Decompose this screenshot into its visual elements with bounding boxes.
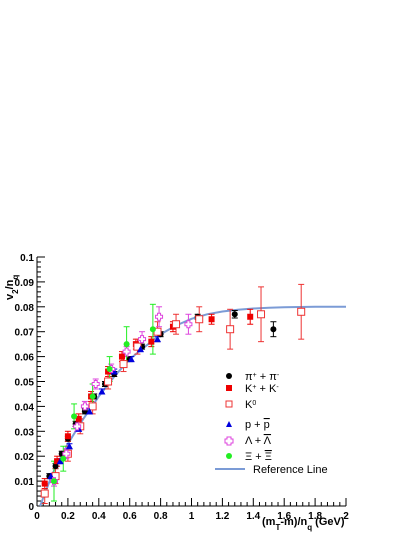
data-point-series-0 — [231, 311, 238, 318]
data-point-series-3 — [98, 387, 106, 395]
x-tick-label: 1.8 — [308, 511, 322, 522]
legend-marker-kaon — [226, 385, 232, 391]
data-point-series-1 — [247, 313, 254, 320]
data-point-series-4 — [122, 347, 131, 356]
legend-label-xi: Ξ + Ξ — [245, 451, 272, 463]
x-tick-label: 1.2 — [215, 511, 229, 522]
legend-marker-k0 — [225, 400, 233, 408]
data-point-series-2 — [226, 325, 235, 334]
data-point-series-4 — [80, 402, 89, 411]
legend-label-proton: p + p — [245, 419, 270, 431]
y-tick-labels: 0 0.01 0.02 0.03 0.04 0.05 0.06 0.07 0.08 0.09 0.1 — [15, 253, 35, 513]
data-point-series-2 — [88, 402, 97, 411]
legend-label-pion: π+ + π- — [245, 371, 280, 383]
data-point-series-0 — [52, 463, 59, 470]
data-point-series-2 — [172, 320, 181, 329]
data-point-series-1 — [118, 353, 125, 360]
legend-label-reference: Reference Line — [253, 464, 328, 476]
y-tick-label: 0.02 — [15, 452, 35, 463]
data-point-series-4 — [138, 335, 147, 344]
y-tick-label: 0.03 — [15, 427, 35, 438]
legend: π+ + π- K+ + K- K0 p + p Λ + Λ Ξ + Ξ Ref… — [215, 371, 328, 476]
data-point-series-4 — [91, 379, 100, 388]
data-point-series-2 — [104, 377, 113, 386]
data-point-series-3 — [127, 355, 135, 363]
legend-label-lambda: Λ + Λ — [245, 435, 272, 447]
data-point-series-3 — [154, 335, 162, 343]
data-point-series-1 — [64, 433, 71, 440]
data-markers — [40, 307, 306, 498]
x-tick-label: 0.8 — [154, 511, 168, 522]
data-point-series-2 — [297, 307, 306, 316]
data-point-series-5 — [50, 478, 57, 485]
x-tick-label: 1.6 — [277, 511, 291, 522]
data-point-series-4 — [62, 449, 71, 458]
data-point-series-4 — [155, 312, 164, 321]
legend-marker-xi — [226, 453, 232, 459]
y-axis-title: v2/nq — [4, 275, 20, 300]
legend-label-k0: K0 — [245, 399, 256, 411]
data-point-series-3 — [56, 457, 64, 465]
data-point-series-5 — [106, 366, 113, 373]
x-tick-label: 1.4 — [246, 511, 260, 522]
legend-marker-lambda — [224, 436, 234, 446]
x-tick-label: 0.2 — [61, 511, 75, 522]
data-point-series-4 — [73, 422, 82, 431]
data-point-series-0 — [270, 326, 277, 333]
data-point-series-1 — [208, 316, 215, 323]
y-tick-label: 0.05 — [15, 378, 35, 389]
x-axis-title: (mT-m)/nq (GeV) — [262, 516, 345, 532]
y-tick-label: 0.08 — [15, 303, 35, 314]
data-point-series-5 — [71, 413, 78, 420]
data-point-series-5 — [149, 326, 156, 333]
y-tick-label: 0.09 — [15, 278, 35, 289]
data-point-series-5 — [123, 341, 130, 348]
data-point-series-5 — [60, 455, 67, 462]
x-tick-label: 0.6 — [123, 511, 137, 522]
data-point-series-1 — [75, 415, 82, 422]
data-point-series-3 — [86, 407, 94, 415]
x-tick-label: 2 — [343, 511, 349, 522]
data-point-series-1 — [54, 458, 61, 465]
data-point-series-3 — [65, 442, 73, 450]
y-tick-label: 0.07 — [15, 328, 35, 339]
y-tick-label: 0.06 — [15, 353, 35, 364]
y-tick-label: 0.04 — [15, 402, 35, 413]
data-point-series-3 — [137, 345, 145, 353]
legend-label-kaon: K+ + K- — [245, 383, 279, 395]
reference-line — [39, 305, 346, 507]
data-point-series-2 — [119, 360, 128, 369]
y-tick-label: 0.01 — [15, 477, 35, 488]
x-tick-label: 0.4 — [92, 511, 106, 522]
x-tick-label: 0 — [34, 511, 40, 522]
x-tick-label: 1 — [189, 511, 195, 522]
legend-marker-proton — [226, 421, 232, 427]
y-tick-label: 0 — [28, 502, 34, 513]
y-tick-label: 0.1 — [20, 253, 34, 264]
x-tick-labels: 0 0.2 0.4 0.6 0.8 1 1.2 1.4 1.6 1.8 2 — [34, 511, 349, 522]
legend-marker-pion — [226, 373, 232, 379]
data-point-series-2 — [195, 315, 204, 324]
data-point-series-1 — [148, 338, 155, 345]
data-point-series-4 — [184, 320, 193, 329]
data-point-series-2 — [257, 310, 266, 319]
data-point-series-2 — [40, 489, 49, 498]
axis-ticks — [36, 256, 347, 507]
data-point-series-1 — [41, 480, 48, 487]
data-point-series-5 — [89, 393, 96, 400]
